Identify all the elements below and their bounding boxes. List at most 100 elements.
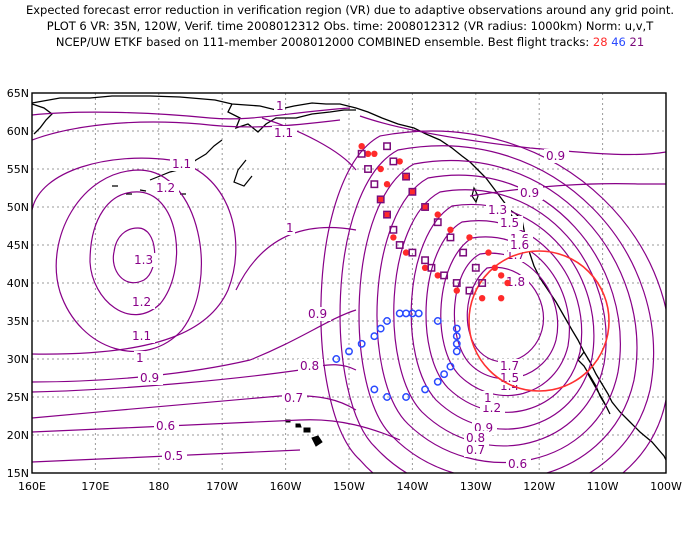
- lon-tick-label: 180: [148, 480, 169, 493]
- contour-label: 1: [286, 221, 294, 235]
- track-28-point: [396, 158, 403, 165]
- contour-label-bg: [282, 391, 307, 405]
- track-46-point: [452, 347, 461, 356]
- contour-1-2-ring: [89, 191, 178, 316]
- contour-lines: [32, 107, 666, 473]
- contour-label: 0.7: [284, 391, 303, 405]
- lat-tick-label: 65N: [7, 87, 29, 100]
- track-46-point: [414, 309, 423, 318]
- track-46-point: [452, 332, 461, 341]
- contour-0-9-b: [359, 115, 666, 156]
- contour-0-8-a: [32, 364, 357, 393]
- track-21-point: [478, 279, 487, 287]
- track-28-point: [497, 295, 505, 302]
- hawaii-islands: [285, 419, 323, 447]
- track-46-point: [452, 324, 461, 333]
- contour-label: 1.5: [500, 216, 519, 230]
- track-28-point: [390, 234, 397, 241]
- track-28-point: [421, 264, 429, 271]
- lon-tick-label: 160W: [270, 480, 302, 493]
- track-21-point: [389, 225, 398, 234]
- track-46-point: [383, 393, 391, 401]
- axis-labels: 15N 20N 25N 30N 35N 40N 45N 50N 55N 60N 65N 160E 170…: [7, 87, 682, 493]
- lon-tick-label: 160E: [18, 480, 46, 493]
- baja-peninsula: [577, 351, 611, 415]
- contour-label-bg: [138, 371, 163, 385]
- contour-1-1-north: [32, 119, 341, 141]
- contour-label: 0.9: [140, 371, 159, 385]
- track-21-point: [389, 157, 398, 166]
- track-28-point: [497, 272, 505, 279]
- track-46-point: [395, 309, 404, 318]
- contour-label-bg: [154, 181, 179, 195]
- plot-frame: [31, 92, 667, 474]
- track-21-point: [383, 142, 391, 151]
- contour-label-bg: [506, 457, 531, 471]
- lat-tick-label: 25N: [7, 391, 29, 404]
- track-label-red: 28: [592, 35, 608, 49]
- contour-label: 1: [136, 351, 144, 365]
- header-line-2: PLOT 6 VR: 35N, 120W, Verif. time 200801…: [46, 19, 654, 33]
- contour-label-bg: [508, 238, 533, 252]
- contour-label: 1.2: [132, 295, 151, 309]
- alaska-peninsula: [227, 103, 356, 133]
- track-21-point: [357, 149, 366, 158]
- track-28-point: [453, 287, 460, 294]
- track-label-blue: 46: [611, 35, 626, 49]
- lon-tick-label: 110W: [587, 480, 619, 493]
- track-28-point: [447, 226, 454, 233]
- contour-label: 1.1: [132, 329, 151, 343]
- track-46-point: [452, 339, 461, 348]
- track-21-point: [408, 248, 417, 257]
- track-21-point: [465, 286, 474, 295]
- contour-label: 1.3: [488, 203, 507, 217]
- contour-label-bg: [284, 221, 295, 235]
- contour-label-bg: [170, 157, 195, 171]
- contour-label-bg: [464, 443, 489, 457]
- contour-1-2-ring-vr: [376, 174, 621, 464]
- track-21-point: [459, 248, 468, 257]
- contour-label-bg: [482, 391, 493, 405]
- contour-label: 0.8: [466, 431, 485, 445]
- lat-tick-label: 30N: [7, 353, 29, 366]
- track-46-point: [357, 339, 366, 348]
- track-28-point: [409, 188, 416, 195]
- contour-label-bg: [498, 359, 523, 373]
- track-28-point: [371, 150, 378, 157]
- track-28-point: [383, 211, 391, 218]
- track-28-point: [491, 264, 499, 271]
- track-21-point: [446, 233, 455, 242]
- track-label-purple: 21: [629, 35, 645, 49]
- track-28-point: [504, 279, 511, 287]
- contour-0-6-a: [32, 419, 401, 441]
- contour-0-7-a: [32, 395, 357, 419]
- verification-region-circle: [468, 250, 610, 392]
- contour-1-1-nw: [261, 117, 357, 171]
- track-46-point: [383, 317, 391, 325]
- contour-label: 1.1: [274, 126, 293, 140]
- verification-circle: [468, 250, 610, 392]
- contour-label-bg: [134, 351, 145, 365]
- lon-tick-label: 100W: [650, 480, 682, 493]
- lat-tick-label: 40N: [7, 277, 29, 290]
- contour-label-bg: [544, 149, 569, 163]
- track-21-point: [433, 218, 442, 227]
- lon-tick-label: 170W: [206, 480, 238, 493]
- lat-tick-label: 20N: [7, 429, 29, 442]
- contour-label: 1.5: [500, 371, 519, 385]
- contour-1-1-ring: [55, 169, 202, 352]
- aleutian-islands: [149, 139, 253, 187]
- contour-1-6-ring: [440, 236, 570, 397]
- contour-label-bg: [130, 329, 155, 343]
- contour-label: 1.3: [134, 253, 153, 267]
- contour-label-bg: [272, 126, 297, 140]
- contour-label-bg: [518, 186, 543, 200]
- contour-label-bg: [274, 99, 285, 113]
- contour-label: 0.8: [300, 359, 319, 373]
- track-46-point: [370, 332, 379, 341]
- track-21-point: [421, 203, 430, 211]
- contour-label: 1: [276, 99, 284, 113]
- lon-tick-label: 130W: [460, 480, 492, 493]
- contour-label-bg: [504, 275, 529, 289]
- track-21-point: [408, 187, 417, 196]
